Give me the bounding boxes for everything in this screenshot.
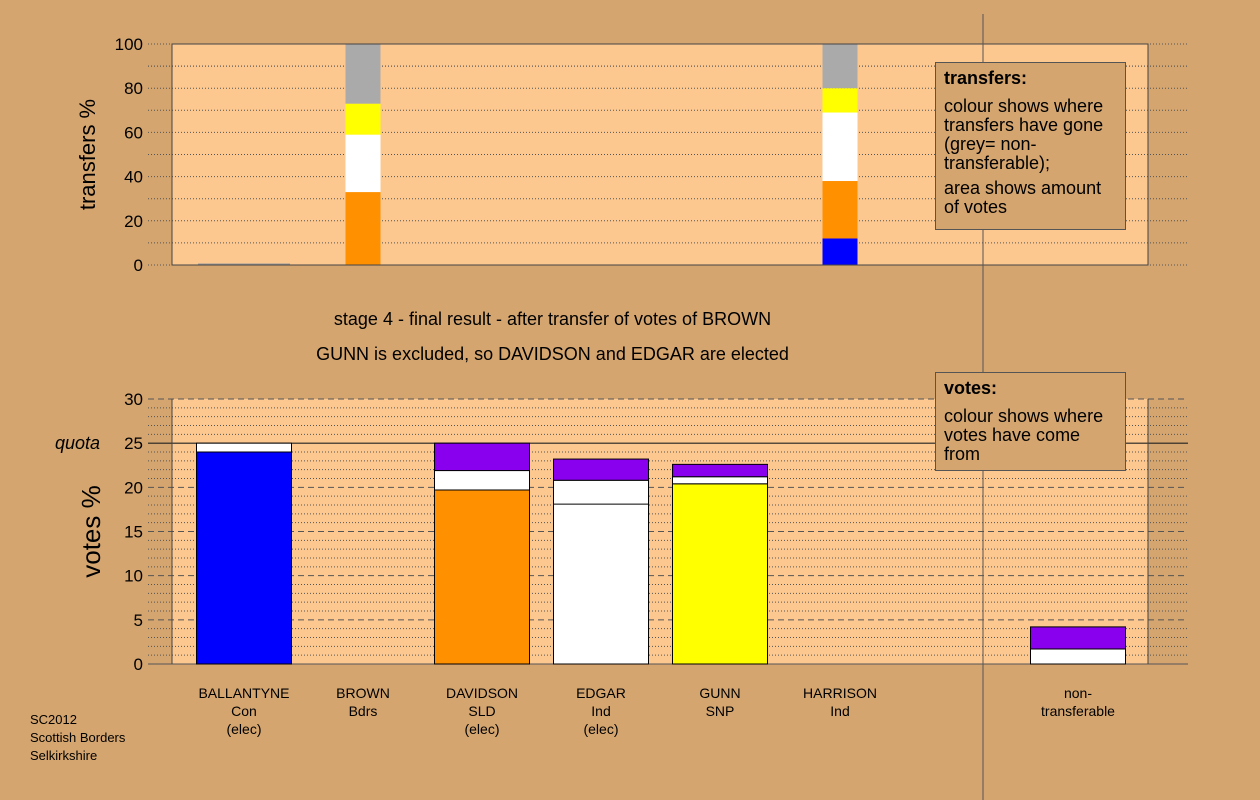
transfer-segment-non_transferable <box>345 44 381 104</box>
vote-segment-Con <box>196 451 292 665</box>
transfer-segment-Ind <box>345 134 381 193</box>
candidate-label-ballantyne: BALLANTYNE Con (elec) <box>174 684 314 738</box>
transfers-y-axis-label: transfers % <box>75 99 100 210</box>
vote-segment-Ind <box>553 479 649 665</box>
candidate-label-edgar: EDGAR Ind (elec) <box>531 684 671 738</box>
candidate-name: BROWN <box>336 685 390 701</box>
footer-line2: Scottish Borders <box>30 730 126 745</box>
candidate-name: EDGAR <box>576 685 626 701</box>
votes-tick-label: 15 <box>124 523 143 542</box>
candidate-name: HARRISON <box>803 685 877 701</box>
votes-legend-heading: votes: <box>944 378 998 398</box>
stage-subtitle: GUNN is excluded, so DAVIDSON and EDGAR … <box>316 344 789 364</box>
votes-tick-label: 25 <box>124 434 143 453</box>
votes-tick-label: 10 <box>124 567 143 586</box>
footer-line1: SC2012 <box>30 712 77 727</box>
candidate-status: (elec) <box>226 721 262 737</box>
vote-segment-Bdrs <box>1030 626 1126 650</box>
transfer-segment-SLD <box>822 181 858 239</box>
vote-segment-Bdrs <box>553 458 649 481</box>
transfers-tick-label: 0 <box>134 256 143 275</box>
candidate-party: Bdrs <box>348 703 378 719</box>
transfer-segment-SNP <box>345 103 381 135</box>
transfers-legend-heading: transfers: <box>944 68 1028 88</box>
candidate-label-davidson: DAVIDSON SLD (elec) <box>412 684 552 738</box>
transfers-tick-label: 20 <box>124 212 143 231</box>
votes-tick-label: 0 <box>134 655 143 674</box>
candidate-status: (elec) <box>464 721 500 737</box>
vote-segment-Bdrs <box>672 463 768 478</box>
candidate-status: (elec) <box>583 721 619 737</box>
candidate-party: Ind <box>830 703 850 719</box>
candidate-party: SNP <box>705 703 735 719</box>
transfers-legend: transfers: colour shows where transfers … <box>935 62 1126 230</box>
transfer-segment-SLD <box>345 192 381 265</box>
transfers-tick-label: 60 <box>124 123 143 142</box>
vote-segment-SLD <box>434 489 530 665</box>
votes-tick-label: 20 <box>124 478 143 497</box>
nontransferable-line2: transferable <box>1041 703 1115 719</box>
votes-tick-label: 5 <box>134 611 143 630</box>
nontransferable-label: non- transferable <box>1008 684 1148 720</box>
votes-y-axis-label: votes % <box>76 485 106 578</box>
candidate-party: Ind <box>591 703 611 719</box>
transfers-tick-label: 40 <box>124 168 143 187</box>
votes-legend: votes: colour shows where votes have com… <box>935 372 1126 471</box>
candidate-party: SLD <box>468 703 496 719</box>
transfer-segment-non_transferable <box>822 44 858 89</box>
transfers-legend-text1: colour shows where transfers have gone (… <box>944 96 1104 173</box>
transfers-plot-frame <box>171 43 1149 266</box>
vote-segment-Ind <box>434 470 530 491</box>
candidate-name: GUNN <box>699 685 741 701</box>
candidate-label-brown: BROWN Bdrs <box>293 684 433 720</box>
vote-segment-Bdrs <box>434 442 530 472</box>
candidate-party: Con <box>231 703 257 719</box>
transfer-segment-SNP <box>822 88 858 113</box>
candidate-label-harrison: HARRISON Ind <box>770 684 910 720</box>
transfers-tick-label: 100 <box>115 35 143 54</box>
footer-line3: Selkirkshire <box>30 748 98 763</box>
candidate-name: BALLANTYNE <box>198 685 290 701</box>
vote-segment-SNP <box>672 483 768 665</box>
stage-title: stage 4 - final result - after transfer … <box>333 309 772 329</box>
votes-tick-label: 30 <box>124 390 143 409</box>
vote-segment-Ind <box>672 476 768 485</box>
candidate-name: DAVIDSON <box>445 685 519 701</box>
transfer-segment-Ind <box>822 112 858 182</box>
vote-segment-Ind <box>1030 648 1126 665</box>
vote-segment-Ind <box>196 442 292 453</box>
nontransferable-line1: non- <box>1063 685 1093 701</box>
footer-info: SC2012 Scottish Borders Selkirkshire <box>30 711 125 765</box>
transfers-legend-text2: area shows amount of votes <box>944 178 1102 217</box>
transfers-tick-label: 80 <box>124 79 143 98</box>
candidate-label-gunn: GUNN SNP <box>650 684 790 720</box>
quota-label: quota <box>55 433 100 453</box>
votes-legend-text1: colour shows where votes have come from <box>944 406 1104 464</box>
transfer-segment-Con <box>822 238 858 265</box>
